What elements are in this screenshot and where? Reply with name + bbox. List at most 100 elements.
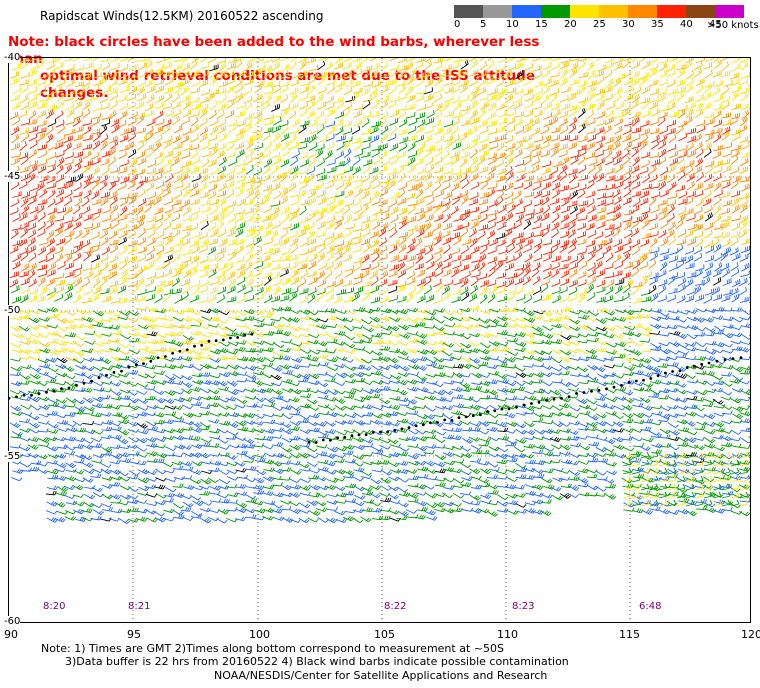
wind-barb bbox=[532, 182, 542, 191]
wind-barb bbox=[398, 182, 408, 191]
wind-barb bbox=[595, 470, 607, 476]
wind-barb bbox=[613, 77, 622, 88]
wind-barb bbox=[540, 372, 553, 378]
wind-barb bbox=[459, 462, 471, 468]
wind-barb bbox=[353, 371, 365, 378]
wind-barb bbox=[19, 127, 29, 136]
wind-barb bbox=[489, 404, 501, 411]
wind-barb bbox=[9, 422, 21, 428]
wind-barb bbox=[171, 460, 183, 466]
wind-barb bbox=[675, 272, 686, 280]
wind-barb bbox=[236, 398, 248, 404]
wind-barb bbox=[739, 483, 749, 491]
wind-barb bbox=[461, 254, 472, 262]
wind-barb bbox=[245, 347, 257, 353]
contamination-dot bbox=[75, 384, 78, 387]
wind-barb bbox=[208, 341, 220, 346]
wind-barb bbox=[405, 509, 417, 514]
wind-barb bbox=[20, 101, 30, 111]
wind-barb bbox=[488, 209, 498, 216]
wind-barb bbox=[552, 174, 561, 183]
wind-barb bbox=[352, 245, 362, 254]
wind-barb bbox=[515, 173, 525, 182]
wind-barb bbox=[173, 418, 185, 423]
wind-barb bbox=[226, 271, 236, 280]
wind-barb bbox=[127, 102, 137, 110]
wind-barb bbox=[225, 142, 235, 151]
wind-barb bbox=[397, 460, 409, 466]
wind-barb bbox=[497, 403, 509, 410]
contamination-dot bbox=[552, 397, 556, 401]
wind-barb bbox=[64, 216, 74, 224]
wind-barb bbox=[721, 404, 733, 410]
wind-barb bbox=[387, 222, 397, 232]
wind-barb bbox=[477, 429, 489, 435]
wind-barb bbox=[20, 278, 30, 286]
wind-barb bbox=[65, 279, 76, 286]
wind-barb bbox=[370, 387, 382, 394]
wind-barb bbox=[506, 87, 517, 94]
wind-barb bbox=[334, 510, 346, 516]
wind-barb bbox=[27, 222, 37, 231]
wind-barb bbox=[471, 449, 483, 455]
wind-barb bbox=[90, 151, 100, 160]
wind-barb bbox=[45, 378, 57, 384]
wind-barb bbox=[362, 197, 372, 207]
wind-barb bbox=[243, 315, 255, 321]
wind-barb bbox=[721, 410, 733, 415]
wind-barb bbox=[675, 124, 684, 135]
wind-barb bbox=[189, 267, 198, 278]
wind-barb bbox=[613, 134, 622, 144]
wind-barb bbox=[280, 237, 290, 246]
wind-barb bbox=[333, 97, 344, 104]
wind-barb bbox=[334, 240, 345, 248]
wind-barb bbox=[705, 340, 717, 346]
wind-barb bbox=[676, 155, 685, 166]
wind-barb bbox=[658, 58, 669, 64]
wind-barb bbox=[423, 460, 435, 467]
wind-barb bbox=[615, 163, 624, 174]
wind-barb bbox=[226, 507, 238, 512]
wind-barb bbox=[64, 235, 73, 245]
wind-barb bbox=[703, 451, 713, 459]
wind-barb bbox=[369, 91, 378, 101]
wind-barb bbox=[569, 356, 581, 361]
wind-barb bbox=[37, 428, 49, 433]
wind-barb bbox=[739, 467, 749, 475]
wind-barb bbox=[100, 102, 110, 110]
wind-barb bbox=[397, 269, 407, 279]
wind-barb bbox=[91, 222, 100, 231]
wind-barb bbox=[127, 76, 136, 86]
wind-barb bbox=[83, 223, 94, 230]
wind-barb bbox=[288, 435, 300, 441]
wind-barb bbox=[576, 253, 585, 264]
wind-barb bbox=[460, 286, 469, 296]
wind-barb bbox=[38, 324, 50, 329]
wind-barb bbox=[658, 140, 667, 150]
wind-barb bbox=[244, 427, 256, 433]
wind-barb bbox=[90, 128, 101, 135]
wind-barb bbox=[497, 167, 507, 176]
wind-barb bbox=[531, 117, 540, 127]
wind-barb bbox=[297, 278, 307, 288]
wind-barb bbox=[102, 205, 112, 214]
wind-barb bbox=[667, 510, 680, 515]
wind-barb bbox=[135, 295, 146, 302]
wind-barb bbox=[344, 165, 354, 174]
wind-barb bbox=[18, 314, 31, 320]
wind-barb bbox=[281, 287, 291, 295]
wind-barb bbox=[380, 478, 392, 484]
wind-barbs bbox=[9, 58, 750, 524]
wind-barb bbox=[271, 508, 283, 514]
wind-barb bbox=[640, 239, 650, 247]
wind-barb bbox=[154, 167, 164, 175]
wind-barb bbox=[622, 127, 632, 135]
wind-barb bbox=[623, 94, 634, 102]
wind-barb bbox=[740, 220, 748, 231]
wind-barb bbox=[146, 331, 158, 337]
wind-barb bbox=[199, 214, 209, 224]
wind-barb bbox=[425, 156, 434, 166]
wind-barb bbox=[210, 460, 222, 466]
wind-barb bbox=[209, 76, 218, 86]
wind-barb bbox=[226, 99, 235, 109]
